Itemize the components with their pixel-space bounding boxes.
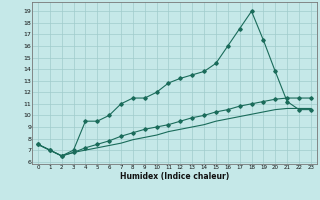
X-axis label: Humidex (Indice chaleur): Humidex (Indice chaleur) bbox=[120, 172, 229, 181]
